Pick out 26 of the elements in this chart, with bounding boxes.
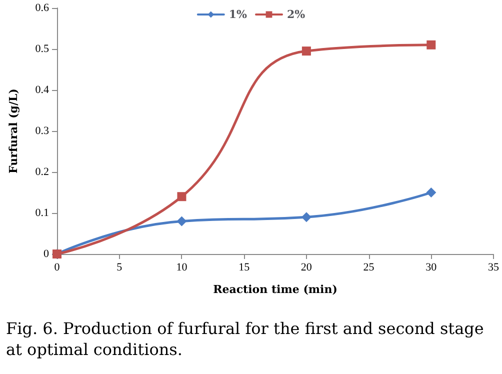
x-tick-label: 0 xyxy=(54,262,60,274)
y-tick-label: 0.2 xyxy=(35,166,49,178)
caption: Fig. 6. Production of furfural for the first and second stage at optimal conditions. xyxy=(6,318,485,360)
point xyxy=(177,192,186,202)
y-tick-label: 0.5 xyxy=(35,43,50,55)
legend-label: 2% xyxy=(287,8,306,21)
point xyxy=(426,188,436,198)
point xyxy=(301,212,312,222)
x-tick-label: 30 xyxy=(426,262,438,274)
y-axis-title: Furfural (g/L) xyxy=(7,88,20,174)
point xyxy=(426,40,436,50)
legend-label: 1% xyxy=(228,8,248,21)
x-tick-label: 35 xyxy=(488,262,500,274)
y-tick-label: 0.3 xyxy=(35,125,50,137)
x-axis-title: Reaction time (min) xyxy=(213,283,338,296)
y-tick-label: 0.1 xyxy=(35,207,49,219)
y-tick-label: 0 xyxy=(44,248,50,260)
x-tick-label: 15 xyxy=(238,262,250,274)
x-tick-label: 10 xyxy=(176,262,188,274)
x-tick-label: 25 xyxy=(363,262,375,274)
x-tick-label: 5 xyxy=(116,262,123,274)
point xyxy=(176,216,187,226)
point xyxy=(302,46,311,56)
y-tick-label: 0.4 xyxy=(35,84,50,96)
x-tick-label: 20 xyxy=(300,262,312,274)
y-tick-label: 0.6 xyxy=(35,2,50,14)
